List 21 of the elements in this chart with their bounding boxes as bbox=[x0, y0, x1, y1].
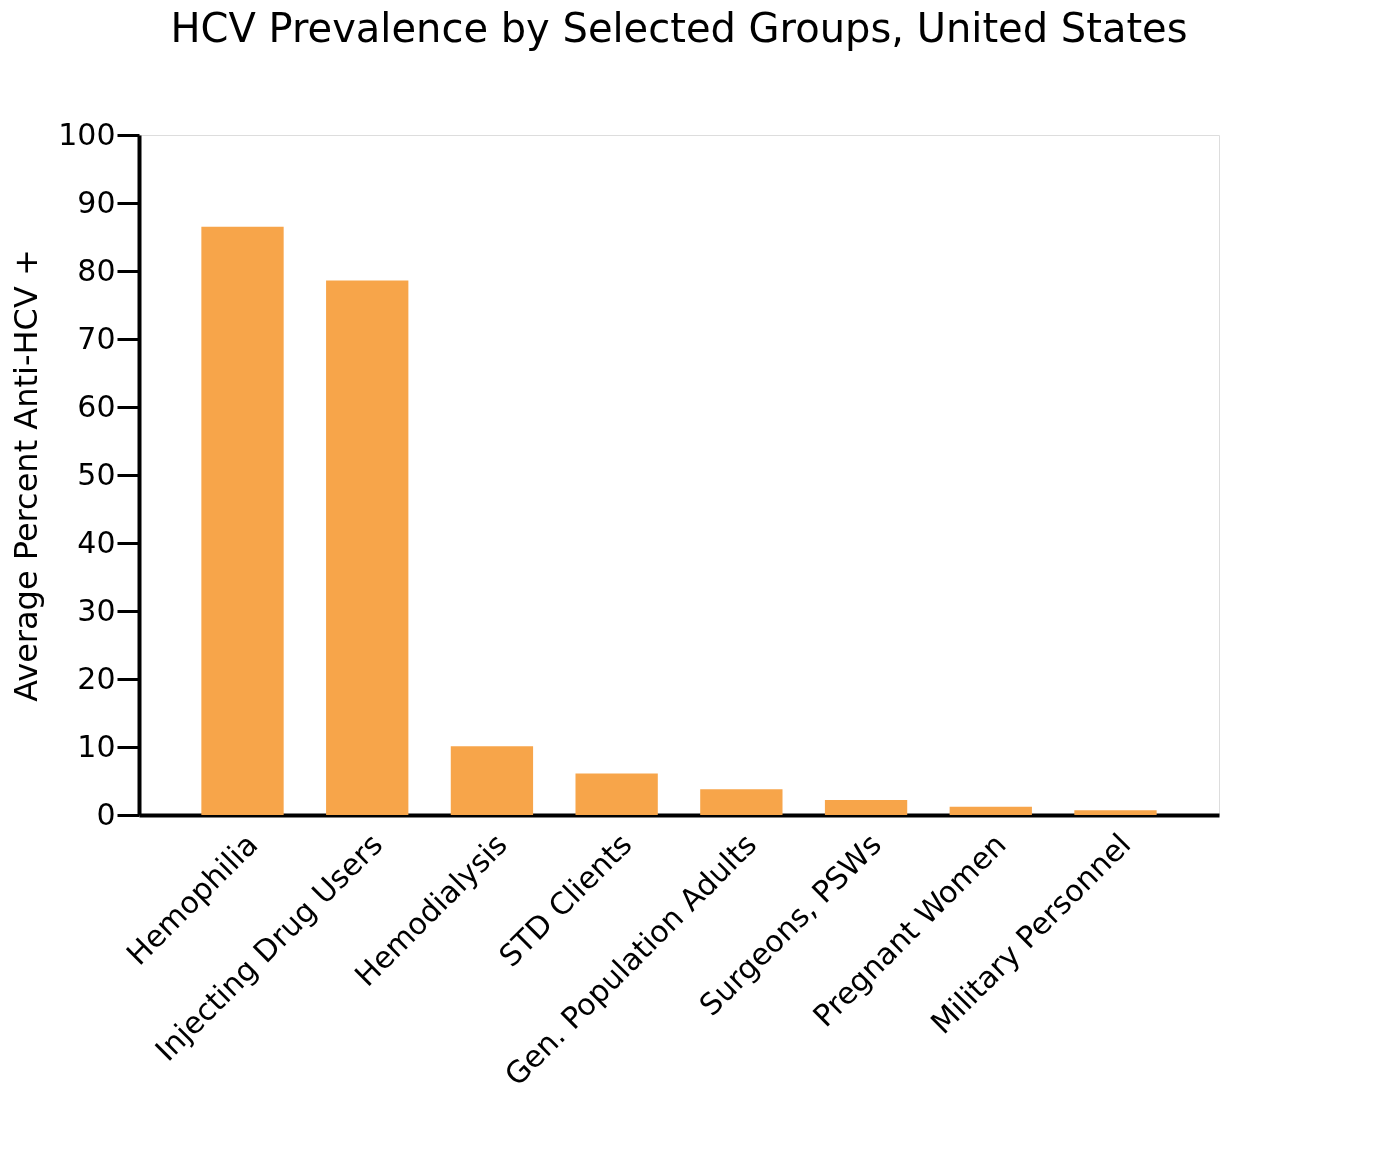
y-tick-label: 20 bbox=[77, 660, 116, 696]
y-tick-label: 50 bbox=[77, 456, 116, 492]
bar bbox=[450, 746, 534, 815]
bar bbox=[201, 226, 284, 815]
y-tick-label: 0 bbox=[96, 796, 116, 832]
y-tick-label: 60 bbox=[77, 388, 116, 424]
y-tick-label: 10 bbox=[77, 728, 116, 764]
bar bbox=[1074, 810, 1157, 815]
y-tick-label: 90 bbox=[77, 184, 116, 220]
y-tick-label: 30 bbox=[77, 592, 116, 628]
y-tick-label: 40 bbox=[77, 524, 116, 560]
bar bbox=[949, 806, 1032, 815]
bar bbox=[824, 800, 908, 815]
y-axis-title: Average Percent Anti-HCV + bbox=[7, 249, 46, 702]
bar bbox=[700, 789, 783, 815]
y-tick-label: 80 bbox=[77, 252, 116, 288]
y-tick-label: 70 bbox=[77, 320, 116, 356]
bar bbox=[326, 280, 409, 815]
chart-title: HCV Prevalence by Selected Groups, United States bbox=[170, 5, 1188, 51]
y-tick-label: 100 bbox=[58, 116, 116, 152]
bar bbox=[575, 773, 658, 815]
